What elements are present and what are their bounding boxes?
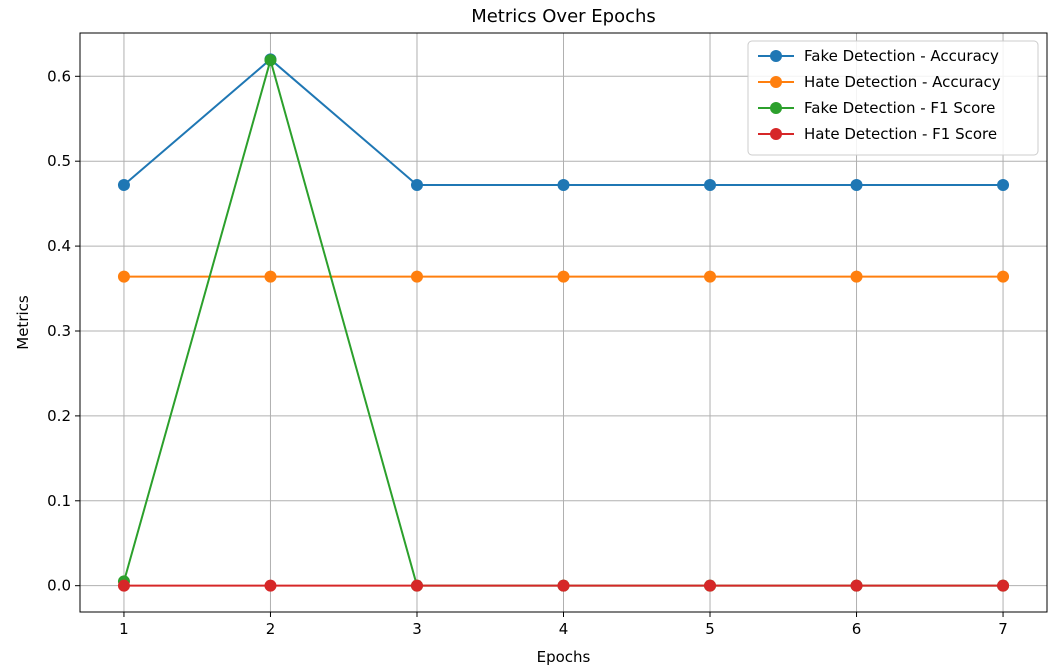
legend-entry-label: Hate Detection - Accuracy [804, 73, 1001, 91]
data-point [997, 270, 1010, 283]
data-point [264, 270, 277, 283]
legend-swatch-marker [770, 102, 782, 114]
data-point [704, 178, 717, 191]
legend-swatch-marker [770, 50, 782, 62]
legend-box [747, 40, 1039, 156]
data-point [850, 579, 863, 592]
data-point [117, 579, 130, 592]
y-tick-label: 0.5 [47, 152, 71, 170]
y-tick-label: 0.0 [47, 577, 71, 595]
y-tick-label: 0.4 [47, 237, 71, 255]
legend: Fake Detection - Accuracy Hate Detection … [747, 40, 1039, 156]
x-tick-label: 4 [559, 620, 569, 638]
data-point [410, 579, 423, 592]
data-point [117, 178, 130, 191]
data-point [704, 270, 717, 283]
legend-swatch-marker [770, 76, 782, 88]
data-point [410, 270, 423, 283]
x-tick-label: 6 [852, 620, 862, 638]
data-point [410, 178, 423, 191]
x-tick-label: 2 [266, 620, 276, 638]
legend-entry-label: Fake Detection - F1 Score [804, 99, 995, 117]
legend-entry-label: Hate Detection - F1 Score [804, 125, 997, 143]
data-point [557, 579, 570, 592]
data-point [264, 54, 277, 67]
chart-title: Metrics Over Epochs [471, 6, 656, 27]
data-point [117, 270, 130, 283]
data-point [557, 270, 570, 283]
y-axis-label: Metrics [14, 295, 32, 350]
x-tick-label: 1 [119, 620, 129, 638]
data-point [850, 270, 863, 283]
plot-frame [79, 32, 1048, 613]
legend-swatch-marker [770, 128, 782, 140]
y-tick-label: 0.3 [47, 322, 71, 340]
x-tick-label: 5 [705, 620, 715, 638]
data-point [997, 579, 1010, 592]
x-tick-label: 3 [412, 620, 422, 638]
data-point [557, 178, 570, 191]
y-tick-label: 0.2 [47, 407, 71, 425]
y-tick-label: 0.6 [47, 67, 71, 85]
series-layer [117, 53, 1010, 592]
data-point [264, 579, 277, 592]
legend-entry-label: Fake Detection - Accuracy [804, 47, 999, 65]
x-axis-label: Epochs [537, 648, 591, 666]
y-tick-label: 0.1 [47, 492, 71, 510]
data-point [850, 178, 863, 191]
data-point [997, 178, 1010, 191]
axis-layer: 1 2 3 4 5 6 7 0.0 0.1 0.2 0.3 0.4 0.5 0.6 [47, 67, 1008, 638]
data-point [704, 579, 717, 592]
x-tick-label: 7 [998, 620, 1008, 638]
